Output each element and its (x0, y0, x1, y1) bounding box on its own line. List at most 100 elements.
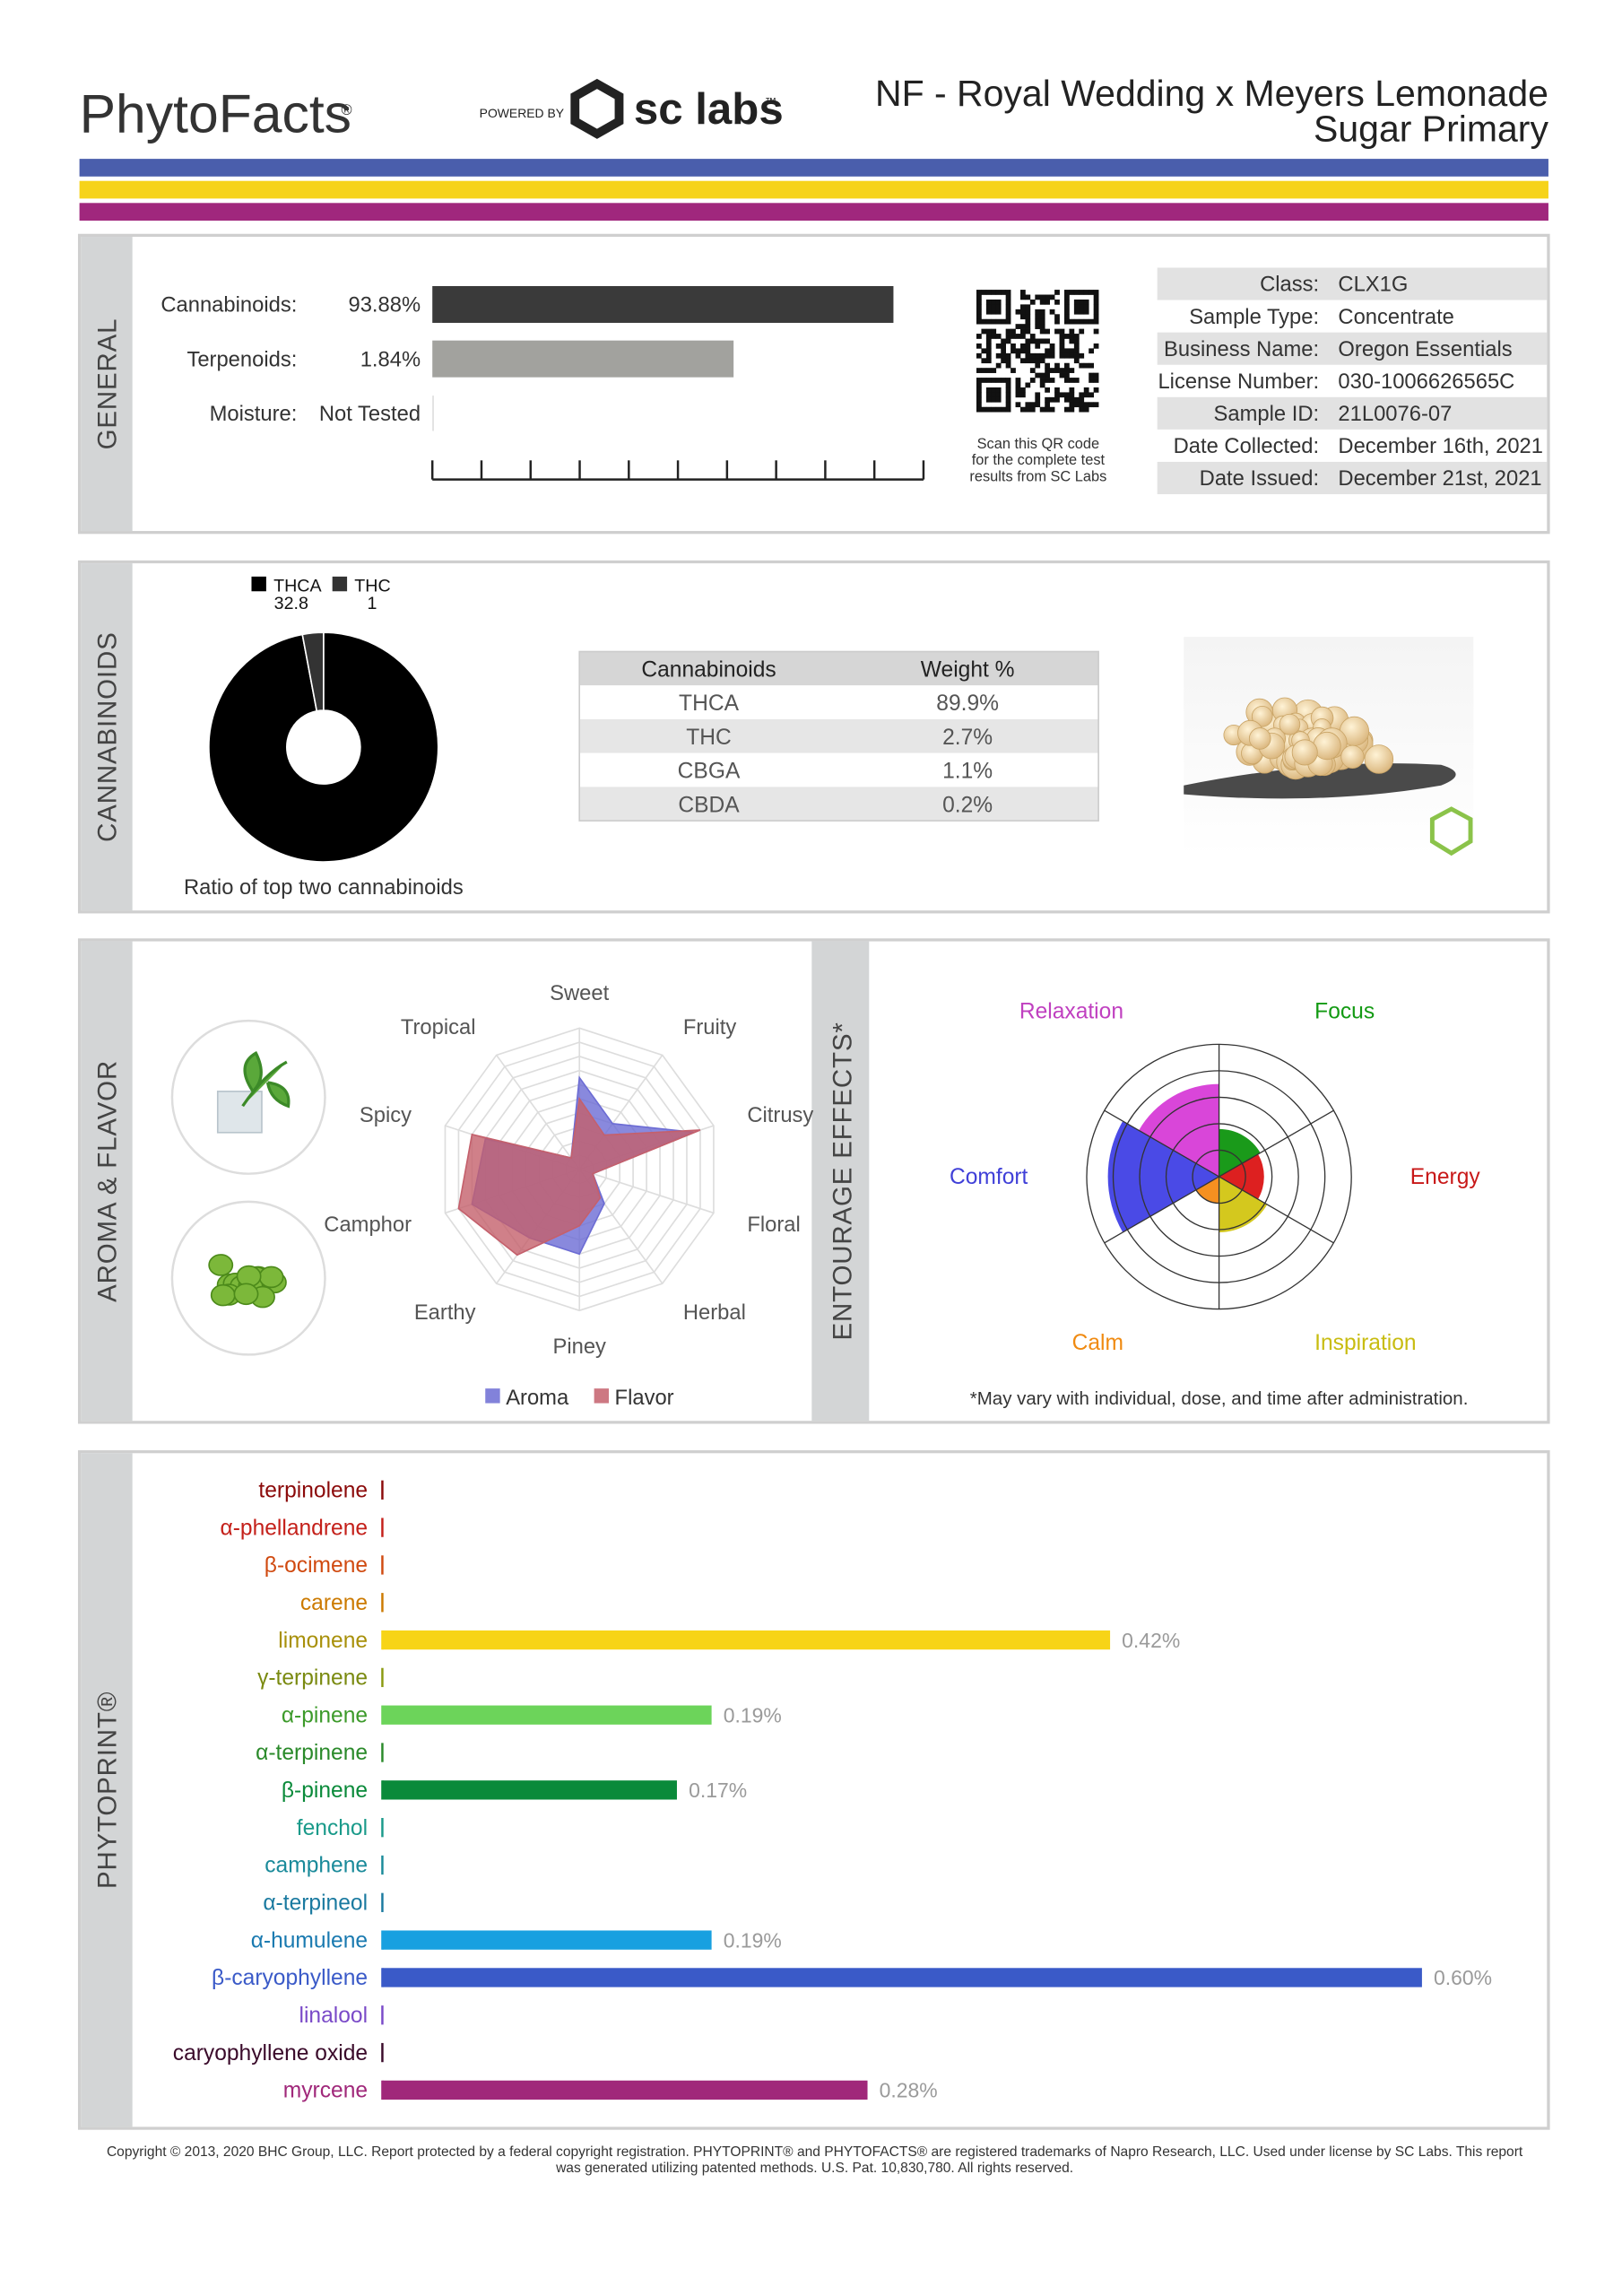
qr-module (985, 352, 992, 359)
terpene-bar (382, 1780, 677, 1800)
icon-ice (216, 1091, 263, 1134)
qr-module (1089, 378, 1094, 383)
qr-module (1049, 368, 1055, 373)
info-value: 030-1006626565C (1338, 370, 1514, 394)
qr-module (1035, 309, 1041, 315)
qr-module (1035, 402, 1041, 408)
radar-label: Floral (747, 1213, 800, 1237)
qr-module (1059, 368, 1065, 373)
qr-module (1089, 402, 1094, 408)
legend-value: 1 (367, 594, 377, 613)
qr-module (1035, 294, 1041, 300)
qr-module (1025, 314, 1031, 320)
qr-module (1015, 378, 1021, 383)
qr-module (1005, 304, 1011, 310)
qr-module (981, 378, 987, 383)
qr-module (1079, 392, 1085, 398)
qr-module (1064, 368, 1070, 373)
qr-code (976, 290, 1099, 413)
qr-module (1064, 372, 1070, 378)
icon-mint (241, 1050, 291, 1109)
qr-module (985, 304, 992, 310)
radar-label: Earthy (414, 1300, 476, 1325)
qr-module (976, 314, 982, 320)
qr-module (1039, 309, 1045, 315)
qr-module (1045, 402, 1050, 408)
terpene-label: linalool (299, 2004, 369, 2028)
table-cell: 89.9% (936, 691, 999, 716)
qr-module (1069, 368, 1075, 373)
qr-module (1045, 368, 1050, 373)
bar-label: Terpenoids: (186, 347, 297, 371)
qr-module (1035, 362, 1041, 369)
qr-module (991, 304, 997, 310)
qr-module (1001, 352, 1006, 359)
info-label: Date Issued: (1200, 466, 1319, 491)
terpene-label: camphene (265, 1854, 368, 1878)
qr-module (1064, 392, 1070, 398)
qr-module (1010, 334, 1016, 339)
qr-module (1054, 387, 1060, 393)
qr-module (1005, 382, 1011, 388)
legend-label: Aroma (506, 1386, 569, 1410)
qr-module (991, 328, 997, 335)
qr-module (1005, 294, 1011, 300)
terpene-value-label: 0.19% (724, 1928, 782, 1952)
bar-value-label: 1.84% (360, 347, 421, 371)
qr-module (1029, 334, 1036, 339)
legend-label: Flavor (615, 1386, 674, 1410)
radar-area (457, 1096, 701, 1257)
qr-module (1079, 402, 1085, 408)
powered-by: POWERED BY (480, 106, 564, 120)
qr-module (1073, 334, 1080, 339)
qr-module (1069, 352, 1075, 359)
qr-module (1054, 368, 1060, 373)
qr-module (1005, 387, 1011, 393)
title-line1: NF - Royal Wedding x Meyers Lemonade (875, 73, 1548, 114)
qr-module (1001, 378, 1006, 383)
polar-spoke (1219, 1176, 1334, 1244)
polar-label: Energy (1410, 1165, 1481, 1189)
legend-swatch (485, 1388, 500, 1404)
logo-mark: ® (342, 102, 352, 118)
qr-module (1064, 352, 1070, 359)
qr-module (981, 358, 987, 364)
qr-module (1093, 387, 1099, 393)
info-row-bg (1157, 396, 1548, 430)
terpene-value-label: 0.60% (1434, 1966, 1492, 1989)
qr-module (1083, 304, 1089, 310)
qr-module (1049, 348, 1055, 354)
qr-module (1019, 343, 1026, 349)
hop (210, 1283, 236, 1307)
qr-module (1019, 328, 1026, 335)
qr-module (1025, 318, 1031, 325)
qr-module (985, 368, 992, 373)
qr-module (1089, 392, 1094, 398)
radar-label: Citrusy (747, 1103, 813, 1127)
band-yellow (79, 180, 1548, 199)
qr-module (1079, 299, 1085, 305)
qr-module (1039, 324, 1045, 329)
terpene-label: limonene (278, 1629, 368, 1653)
qr-module (1005, 352, 1011, 359)
qr-module (1079, 328, 1085, 335)
logo: PhytoFacts (80, 83, 351, 144)
qr-module (1025, 309, 1031, 315)
qr-module (1045, 299, 1050, 305)
qr-module (1001, 343, 1006, 349)
qr-module (976, 402, 982, 408)
qr-module (976, 299, 982, 305)
qr-module (1035, 343, 1041, 349)
qr-module (1064, 348, 1070, 354)
qr-module (995, 352, 1002, 359)
qr-module (1054, 396, 1060, 403)
pie-slice (208, 631, 439, 863)
terpene-bar (382, 1630, 1111, 1650)
polar-label: Focus (1314, 1000, 1375, 1024)
qr-module (1064, 290, 1070, 295)
qr-module (1025, 358, 1031, 364)
qr-module (985, 338, 992, 344)
terpene-value-label: 0.19% (724, 1703, 782, 1726)
qr-module (1029, 406, 1036, 413)
bar-value-label: Not Tested (319, 402, 421, 426)
